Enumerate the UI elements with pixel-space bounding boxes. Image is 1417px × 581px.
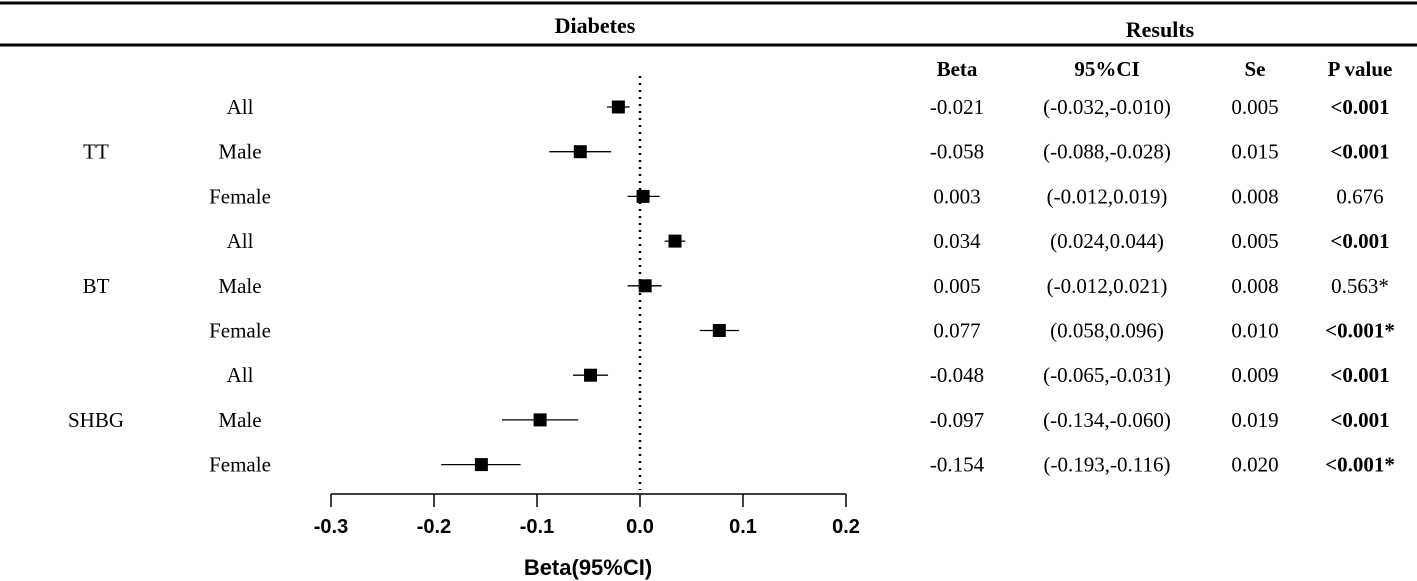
beta-point-marker [533, 413, 547, 427]
ci-value: (-0.065,-0.031) [1043, 363, 1171, 387]
forest-row: All -0.048 (-0.065,-0.031) 0.009 <0.001 [227, 363, 1390, 387]
p-value: <0.001 [1330, 408, 1389, 432]
beta-point-marker [712, 324, 726, 337]
results-title: Results [1126, 17, 1195, 42]
se-value: 0.005 [1231, 229, 1278, 253]
p-value: <0.001* [1325, 453, 1395, 477]
forest-row: All -0.021 (-0.032,-0.010) 0.005 <0.001 [227, 95, 1390, 119]
forest-rows: All -0.021 (-0.032,-0.010) 0.005 <0.001 TT Mal… [68, 95, 1395, 477]
se-value: 0.008 [1231, 184, 1278, 208]
group-label: TT [83, 140, 109, 164]
beta-point-marker [611, 100, 625, 114]
group-label: BT [83, 274, 110, 298]
ci-value: (-0.012,0.021) [1047, 274, 1168, 298]
beta-value: -0.021 [930, 95, 984, 119]
beta-value: 0.034 [933, 229, 981, 253]
x-axis-ticks: -0.3 -0.2 -0.1 0.0 0.1 0.2 [314, 494, 860, 538]
se-value: 0.008 [1231, 274, 1278, 298]
subgroup-label: All [227, 229, 254, 253]
x-tick-label: -0.3 [314, 516, 348, 538]
subgroup-label: Male [218, 140, 261, 164]
beta-value: -0.048 [930, 363, 984, 387]
beta-point-marker [636, 189, 650, 203]
se-value: 0.015 [1231, 140, 1278, 164]
x-tick-label: 0.1 [729, 516, 757, 538]
se-value: 0.019 [1231, 408, 1278, 432]
ci-value: (-0.134,-0.060) [1043, 408, 1171, 432]
p-value: <0.001 [1330, 140, 1389, 164]
beta-point-marker [584, 368, 598, 382]
subgroup-label: Male [218, 408, 261, 432]
ci-value: (0.024,0.044) [1050, 229, 1164, 253]
header-p-value: P value [1328, 57, 1393, 81]
beta-point-marker [638, 279, 652, 293]
ci-value: (0.058,0.096) [1050, 319, 1164, 343]
forest-row: SHBG Male -0.097 (-0.134,-0.060) 0.019 <0.001 [68, 408, 1390, 432]
se-value: 0.020 [1231, 453, 1278, 477]
beta-value: -0.097 [930, 408, 984, 432]
chart-title: Diabetes [555, 13, 636, 38]
subgroup-label: All [227, 95, 254, 119]
header-se: Se [1245, 57, 1266, 81]
subgroup-label: Female [209, 184, 271, 208]
forest-row: Female 0.003 (-0.012,0.019) 0.008 0.676 [209, 184, 1384, 208]
beta-value: 0.005 [933, 274, 980, 298]
subgroup-label: Female [209, 453, 271, 477]
x-tick-label: -0.2 [417, 516, 451, 538]
beta-point-marker [573, 145, 587, 159]
ci-value: (-0.088,-0.028) [1043, 140, 1171, 164]
subgroup-label: Male [218, 274, 261, 298]
subgroup-label: All [227, 363, 254, 387]
x-tick-label: 0.0 [626, 516, 654, 538]
se-value: 0.009 [1231, 363, 1278, 387]
p-value: 0.676 [1336, 184, 1383, 208]
forest-row: Female -0.154 (-0.193,-0.116) 0.020 <0.001* [209, 453, 1395, 477]
beta-value: 0.077 [933, 319, 980, 343]
header-beta: Beta [937, 57, 978, 81]
header-ci: 95%CI [1074, 57, 1139, 81]
p-value: <0.001 [1330, 229, 1389, 253]
se-value: 0.010 [1231, 319, 1278, 343]
x-tick-label: 0.2 [832, 516, 860, 538]
beta-value: -0.154 [930, 453, 985, 477]
forest-row: All 0.034 (0.024,0.044) 0.005 <0.001 [227, 229, 1390, 253]
p-value: 0.563* [1331, 274, 1389, 298]
forest-row: BT Male 0.005 (-0.012,0.021) 0.008 0.563* [83, 274, 1389, 298]
beta-point-marker [668, 234, 682, 248]
p-value: <0.001* [1325, 319, 1395, 343]
ci-value: (-0.032,-0.010) [1043, 95, 1171, 119]
beta-value: 0.003 [933, 184, 980, 208]
beta-value: -0.058 [930, 140, 984, 164]
forest-row: Female 0.077 (0.058,0.096) 0.010 <0.001* [209, 319, 1395, 343]
x-tick-label: -0.1 [520, 516, 554, 538]
forest-row: TT Male -0.058 (-0.088,-0.028) 0.015 <0.001 [83, 140, 1389, 164]
x-axis-label: Beta(95%CI) [524, 555, 652, 580]
p-value: <0.001 [1330, 363, 1389, 387]
group-label: SHBG [68, 408, 124, 432]
ci-value: (-0.193,-0.116) [1044, 453, 1171, 477]
ci-value: (-0.012,0.019) [1047, 184, 1168, 208]
p-value: <0.001 [1330, 95, 1389, 119]
se-value: 0.005 [1231, 95, 1278, 119]
subgroup-label: Female [209, 319, 271, 343]
beta-point-marker [474, 458, 488, 472]
